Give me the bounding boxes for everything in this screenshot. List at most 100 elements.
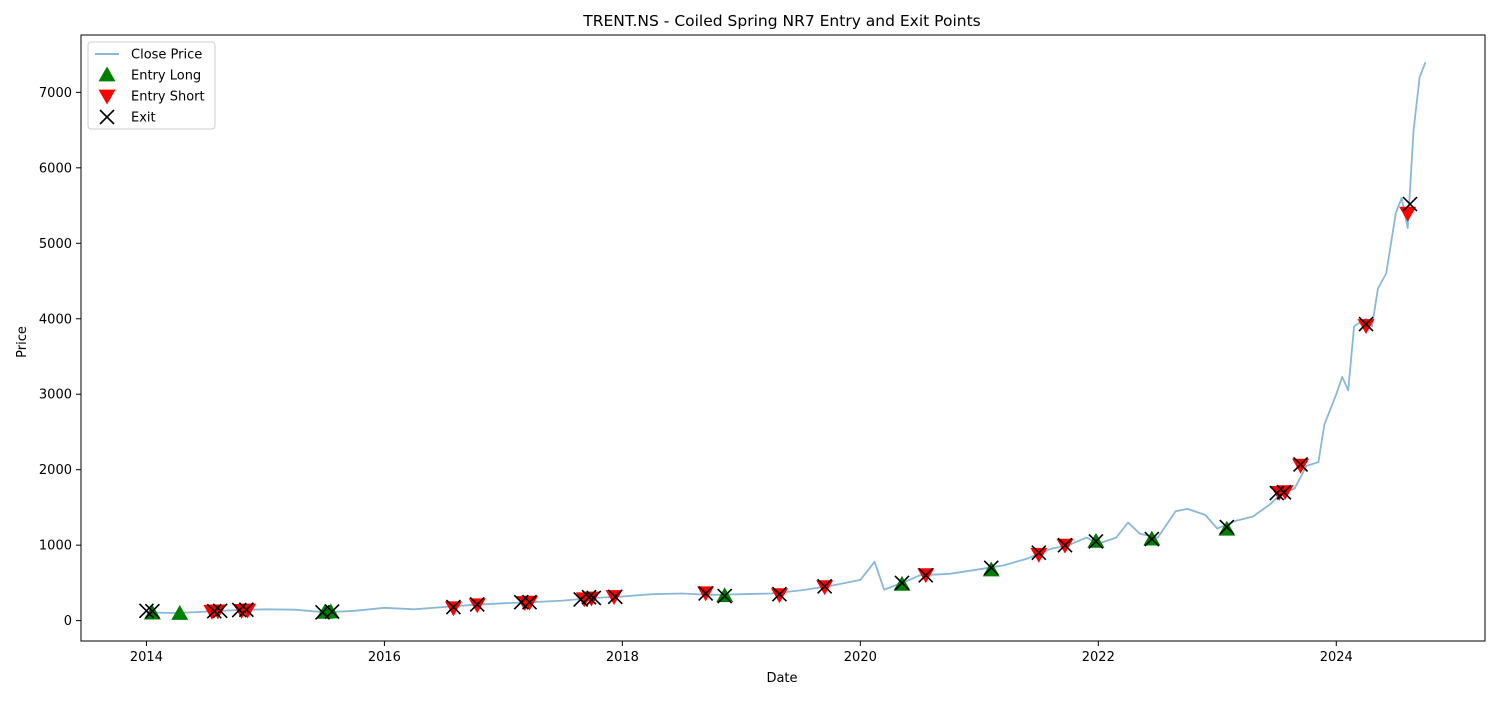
- y-tick-label: 2000: [39, 463, 72, 478]
- exit-marker-stroke: [206, 603, 222, 619]
- exit-marker: [1219, 519, 1235, 535]
- exit-marker-stroke: [445, 599, 461, 615]
- exit-marker-stroke: [1293, 456, 1309, 472]
- exit-marker-stroke: [698, 585, 714, 602]
- plot-frame: [80, 34, 1486, 642]
- y-tick-label: 7000: [39, 86, 72, 101]
- exit-marker: [238, 602, 254, 618]
- exit-marker: [586, 590, 602, 606]
- exit-marker-stroke: [1358, 316, 1374, 332]
- legend-entry-short-marker: [98, 89, 116, 105]
- x-tick-label: 2024: [1320, 650, 1353, 665]
- exit-marker: [1269, 485, 1285, 501]
- entry-long-marker: [171, 604, 189, 620]
- entry-short-marker: [1399, 206, 1417, 222]
- exit-marker: [138, 603, 155, 619]
- exit-marker-stroke: [1031, 545, 1047, 561]
- exit-marker-stroke: [771, 586, 787, 602]
- exit-marker: [817, 578, 833, 594]
- exit-marker: [607, 589, 623, 605]
- exit-marker: [1276, 484, 1292, 500]
- exit-marker: [1031, 545, 1047, 561]
- exit-marker: [1293, 456, 1309, 472]
- legend-label: Exit: [131, 111, 156, 126]
- exit-marker: [717, 588, 733, 604]
- exit-marker-stroke: [1402, 196, 1418, 212]
- exit-marker: [1402, 196, 1418, 212]
- exit-marker: [522, 594, 538, 610]
- close-price-line: [146, 61, 1427, 614]
- entry-short-marker: [1030, 547, 1048, 563]
- exit-marker-stroke: [1219, 519, 1235, 535]
- plot-area: 2014 2016 2018 2020 2022 2024 0 1000 2000 3000 400…: [39, 34, 1486, 665]
- exit-marker: [573, 591, 589, 608]
- exit-marker-stroke: [522, 594, 538, 610]
- exit-marker: [918, 567, 934, 583]
- exit-marker: [144, 603, 160, 619]
- x-tick-label: 2020: [844, 650, 877, 665]
- y-tick-label: 6000: [39, 161, 72, 176]
- exit-marker-stroke: [324, 604, 340, 620]
- legend-exit-marker: [99, 109, 115, 125]
- legend: Close Price Entry Long Entry Short Exit: [87, 41, 216, 130]
- exit-marker-stroke: [817, 578, 833, 594]
- entry-short-marker: [816, 580, 834, 596]
- exit-marker-stroke: [1269, 485, 1285, 501]
- exit-marker-stroke: [144, 603, 160, 619]
- exit-marker-stroke: [99, 109, 115, 125]
- entry-short-marker: [770, 588, 788, 604]
- exit-marker-stroke: [1088, 533, 1104, 549]
- exit-marker: [206, 603, 222, 619]
- exit-marker-stroke: [1057, 537, 1073, 553]
- exit-marker: [1088, 533, 1104, 549]
- exit-marker: [324, 604, 340, 620]
- exit-marker-stroke: [138, 603, 155, 619]
- x-tick-label: 2016: [368, 650, 401, 665]
- exit-marker: [698, 585, 714, 602]
- exit-marker-stroke: [918, 567, 934, 583]
- exit-marker: [1057, 537, 1073, 553]
- entry-short-marker: [468, 598, 486, 614]
- x-tick-label: 2014: [130, 650, 163, 665]
- x-tick-label: 2018: [606, 650, 639, 665]
- y-tick-label: 5000: [39, 237, 72, 252]
- exit-marker: [771, 586, 787, 602]
- y-tick-label: 0: [64, 614, 72, 629]
- legend-label: Entry Long: [131, 69, 201, 84]
- exit-marker-stroke: [231, 602, 247, 618]
- legend-entry-long-marker: [98, 66, 116, 82]
- exit-marker-stroke: [894, 575, 910, 591]
- entry-short-marker: [1292, 458, 1310, 474]
- y-tick-label: 1000: [39, 539, 72, 554]
- legend-label: Close Price: [131, 48, 202, 63]
- legend-box: [87, 41, 216, 130]
- exit-marker: [894, 575, 910, 591]
- exit-marker-stroke: [607, 589, 623, 605]
- exit-marker-stroke: [238, 602, 254, 618]
- x-tick-label: 2022: [1082, 650, 1115, 665]
- chart-title: TRENT.NS - Coiled Spring NR7 Entry and E…: [582, 12, 980, 30]
- exit-marker-stroke: [469, 596, 485, 612]
- exit-marker-stroke: [1144, 531, 1160, 547]
- exit-marker: [983, 560, 999, 576]
- exit-marker: [1358, 316, 1374, 332]
- legend-label: Entry Short: [131, 90, 205, 105]
- exit-marker-stroke: [983, 560, 999, 576]
- exit-marker-stroke: [1276, 484, 1292, 500]
- exit-marker: [1144, 531, 1160, 547]
- exit-marker-stroke: [573, 591, 589, 608]
- y-tick-label: 3000: [39, 388, 72, 403]
- exit-marker: [212, 603, 228, 619]
- exit-marker-stroke: [581, 589, 597, 605]
- exit-marker-stroke: [212, 603, 228, 619]
- x-axis-label: Date: [766, 671, 797, 686]
- y-axis-label: Price: [15, 326, 30, 358]
- y-tick-label: 4000: [39, 312, 72, 327]
- exit-marker-stroke: [586, 590, 602, 606]
- entry-long-marker: [716, 587, 734, 603]
- exit-marker: [231, 602, 247, 618]
- exit-marker-stroke: [717, 588, 733, 604]
- exit-marker: [445, 599, 461, 615]
